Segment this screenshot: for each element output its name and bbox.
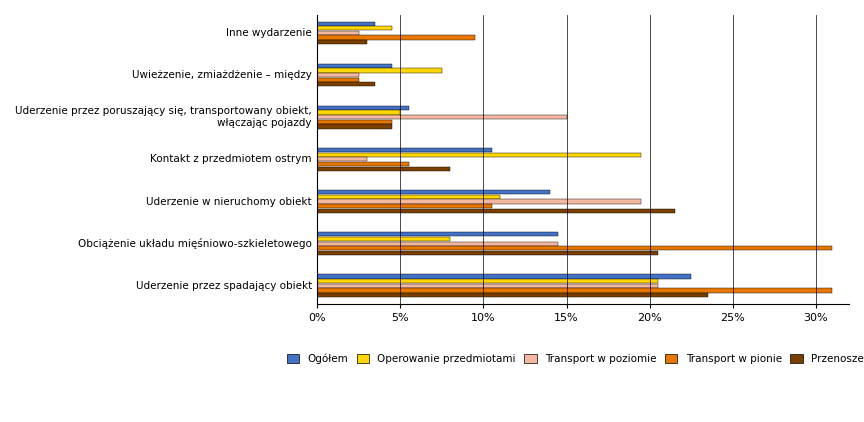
Bar xyxy=(317,68,442,73)
Bar xyxy=(317,204,492,208)
Bar xyxy=(317,237,450,241)
Bar xyxy=(317,288,832,292)
Bar xyxy=(317,31,359,35)
Bar xyxy=(317,200,641,203)
Bar xyxy=(317,35,475,40)
Bar xyxy=(317,167,450,171)
Bar xyxy=(317,82,376,87)
Bar xyxy=(317,195,500,199)
Legend: Ogółem, Operowanie przedmiotami, Transport w poziomie, Transport w pionie, Przen: Ogółem, Operowanie przedmiotami, Transpo… xyxy=(283,349,864,368)
Bar xyxy=(317,293,708,297)
Bar xyxy=(317,26,392,30)
Bar xyxy=(317,153,641,157)
Bar xyxy=(317,274,691,279)
Bar xyxy=(317,78,359,82)
Bar xyxy=(317,162,409,166)
Bar xyxy=(317,232,558,236)
Bar xyxy=(317,22,376,26)
Bar xyxy=(317,279,658,283)
Bar xyxy=(317,64,392,68)
Bar xyxy=(317,246,832,250)
Bar xyxy=(317,73,359,77)
Bar xyxy=(317,111,400,115)
Bar xyxy=(317,115,567,119)
Bar xyxy=(317,241,558,246)
Bar xyxy=(317,284,658,288)
Bar xyxy=(317,190,550,194)
Bar xyxy=(317,120,392,124)
Bar xyxy=(317,106,409,110)
Bar xyxy=(317,124,392,129)
Bar xyxy=(317,40,367,44)
Bar xyxy=(317,209,675,213)
Bar xyxy=(317,251,658,255)
Bar xyxy=(317,157,367,162)
Bar xyxy=(317,148,492,152)
